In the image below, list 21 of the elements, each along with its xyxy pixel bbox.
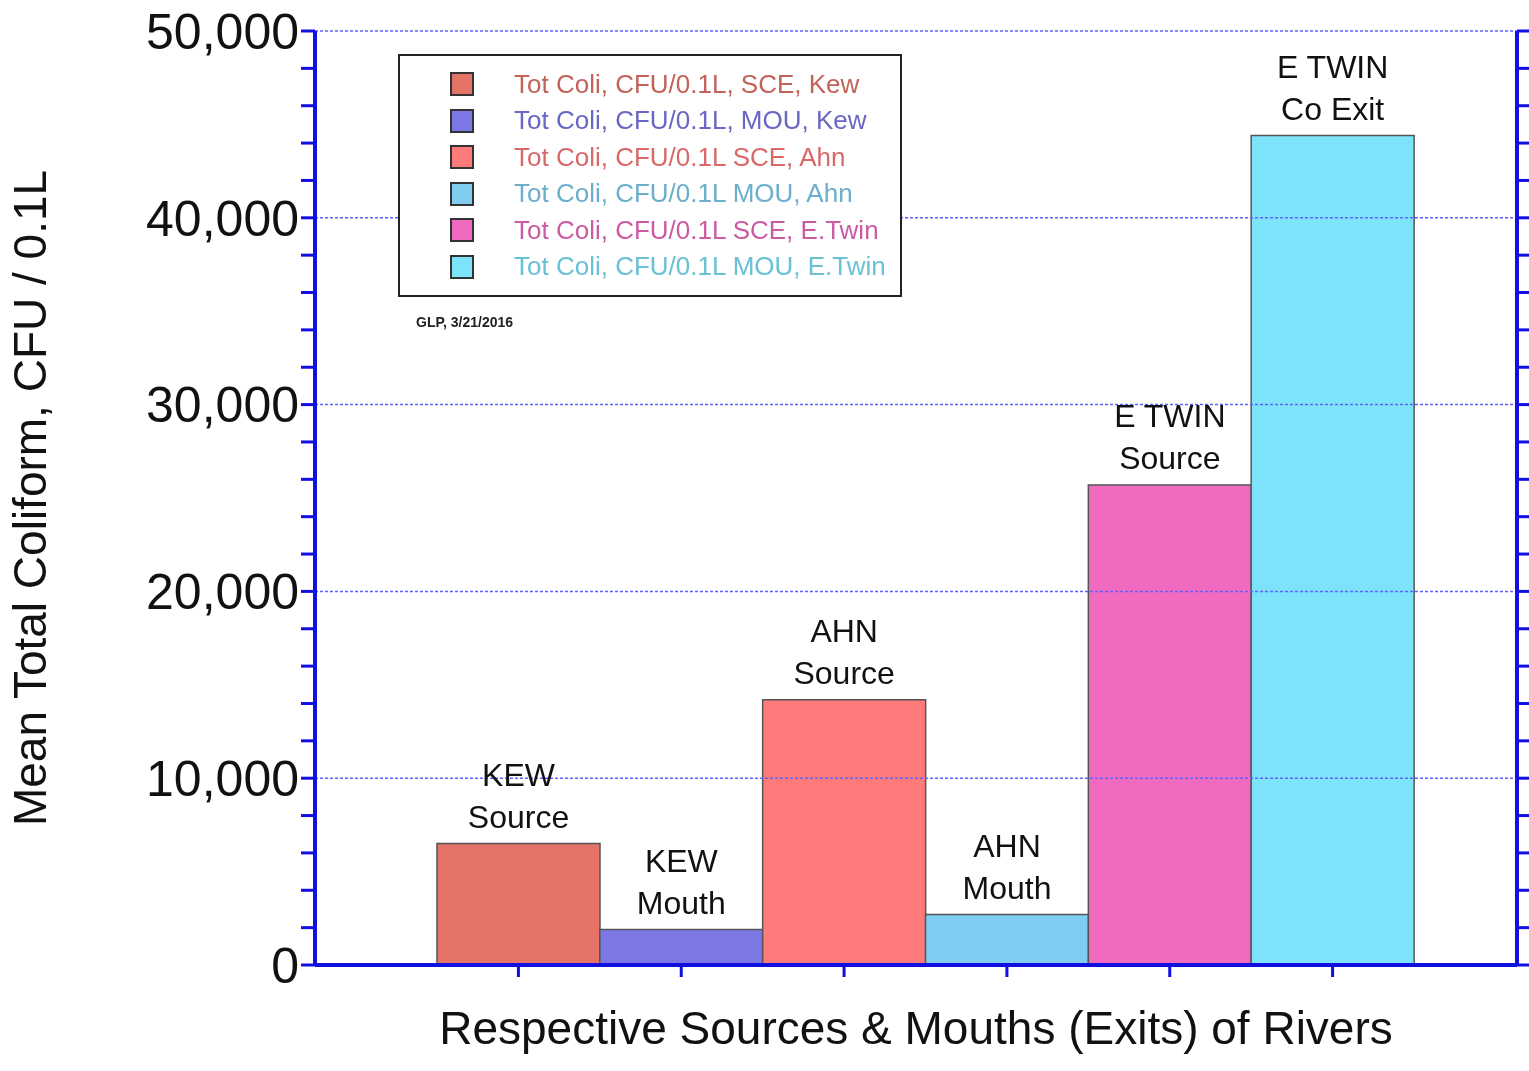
x-axis-title: Respective Sources & Mouths (Exits) of Rivers <box>439 1002 1393 1054</box>
y-tick-label: 40,000 <box>146 190 299 247</box>
x-tick-label: AHN Mouth <box>962 827 1052 906</box>
legend-label: Tot Coli, CFU/0.1L, MOU, Kew <box>514 105 867 137</box>
annotation: GLP, 3/21/2016 <box>416 314 514 330</box>
legend-label: Tot Coli, CFU/0.1L SCE, E.Twin <box>514 214 879 246</box>
legend-label: Tot Coli, CFU/0.1L SCE, Ahn <box>514 141 846 173</box>
x-tick-label: E TWIN Source <box>1114 397 1226 476</box>
y-tick-label: 20,000 <box>146 564 299 621</box>
legend-label: Tot Coli, CFU/0.1L MOU, E.Twin <box>514 251 886 283</box>
x-tick-label: AHN Source <box>793 612 895 691</box>
y-tick-label: 50,000 <box>146 3 299 60</box>
y-tick-label: 10,000 <box>146 750 299 807</box>
legend-label: Tot Coli, CFU/0.1L MOU, Ahn <box>514 178 853 210</box>
x-tick-label: KEW Source <box>467 756 570 835</box>
legend-label: Tot Coli, CFU/0.1L, SCE, Kew <box>514 68 860 100</box>
x-tick-label: E TWIN Co Exit <box>1276 48 1389 127</box>
x-tick-label: KEW Mouth <box>636 842 726 921</box>
y-axis-title: Mean Total Coliform, CFU / 0.1L <box>4 169 57 827</box>
y-tick-label: 30,000 <box>146 377 299 434</box>
y-tick-label: 0 <box>271 937 299 994</box>
